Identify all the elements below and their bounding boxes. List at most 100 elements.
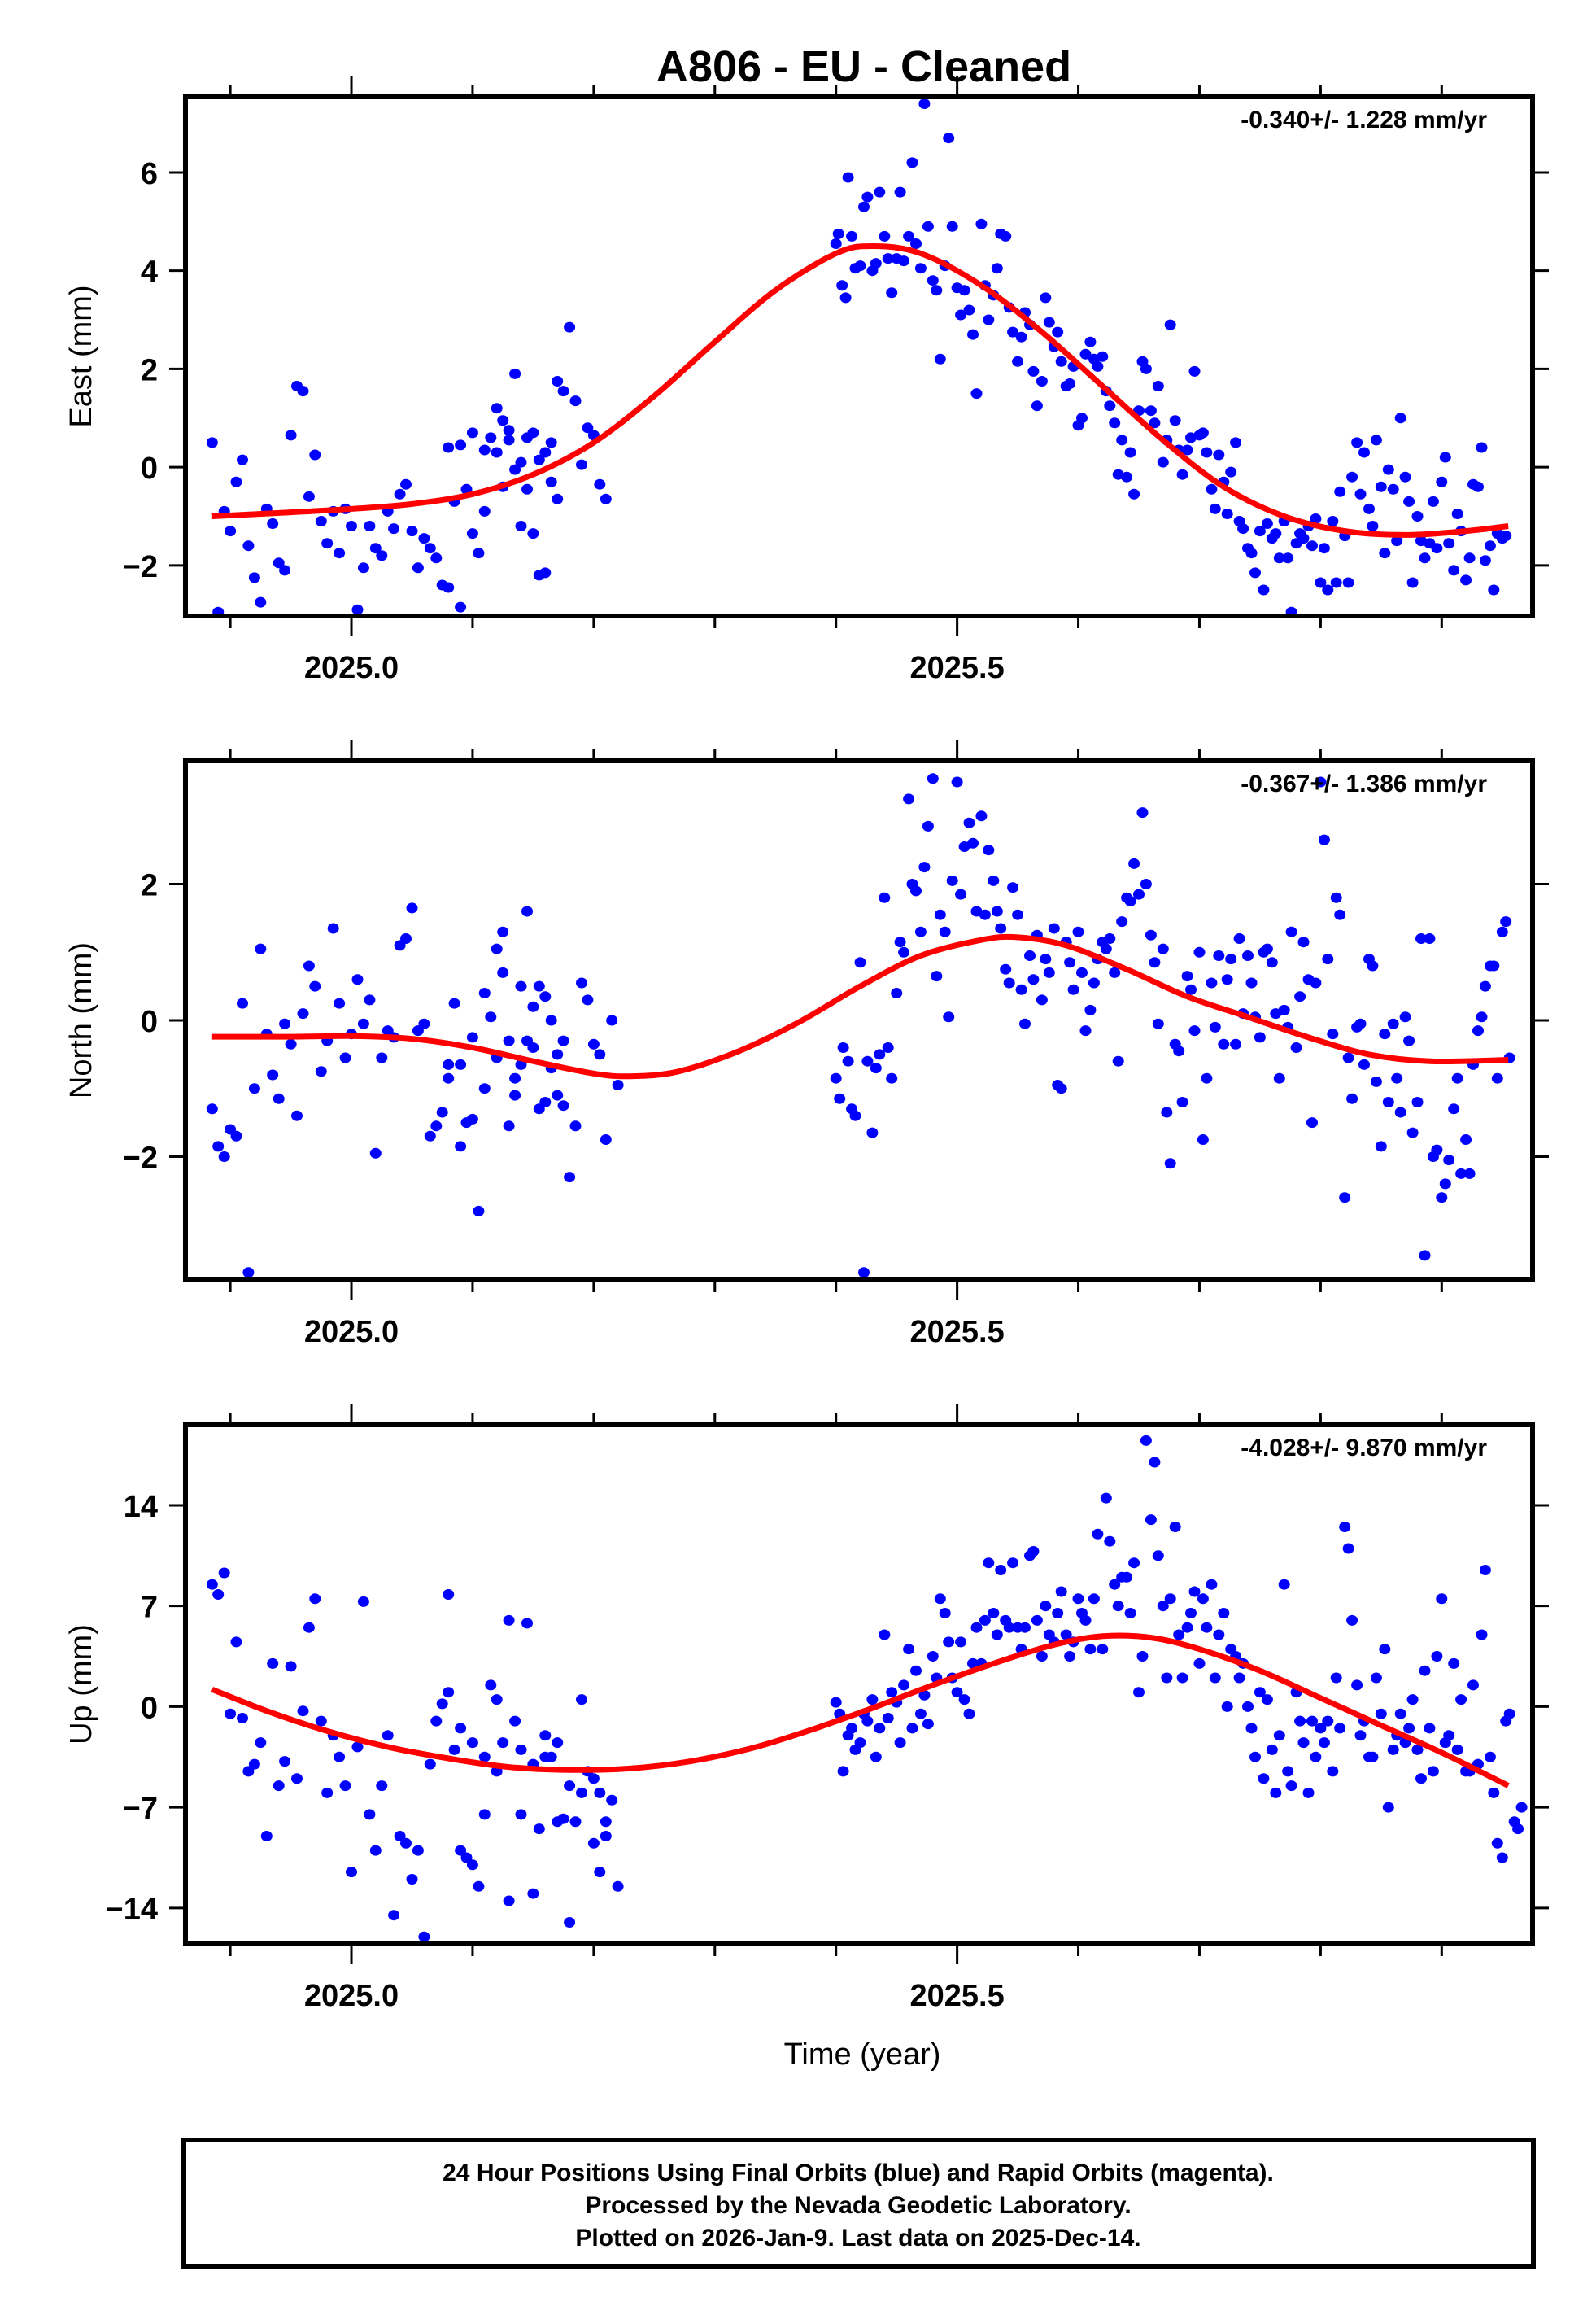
north-data-point [1218, 1038, 1230, 1050]
east-data-point [879, 230, 891, 242]
north-data-point [285, 1038, 297, 1050]
north-data-point [1084, 1004, 1097, 1015]
north-data-point [1145, 929, 1157, 941]
east-data-point [406, 526, 418, 537]
up-data-point [1306, 1715, 1318, 1727]
east-data-point [303, 491, 315, 502]
east-data-point [1007, 326, 1019, 338]
east-data-point [931, 285, 943, 296]
up-data-point [267, 1657, 279, 1669]
north-data-point [946, 875, 958, 886]
east-data-point [1479, 555, 1491, 566]
up-data-point [1382, 1802, 1394, 1813]
up-data-point [1427, 1766, 1439, 1777]
east-data-point [443, 582, 455, 593]
east-data-point [1258, 584, 1270, 596]
up-data-point [1164, 1593, 1176, 1605]
east-data-point [1406, 577, 1419, 588]
north-data-point [291, 1110, 303, 1121]
east-data-point [842, 172, 854, 183]
up-data-point [485, 1679, 497, 1691]
up-data-point [1285, 1780, 1297, 1792]
east-data-point [1181, 444, 1193, 456]
north-data-point [1100, 943, 1112, 954]
north-data-point [497, 926, 509, 937]
up-data-point [418, 1931, 430, 1942]
north-data-point [1394, 1107, 1406, 1118]
up-data-point [866, 1694, 879, 1705]
up-data-point [1209, 1672, 1221, 1684]
north-data-point [886, 1072, 898, 1084]
north-data-point [1019, 1018, 1031, 1029]
north-data-point [1382, 1097, 1394, 1107]
east-data-point [237, 454, 248, 465]
north-data-point [218, 1151, 230, 1162]
north-data-point [1491, 1072, 1503, 1084]
east-data-point [1055, 356, 1067, 367]
up-data-point [564, 1780, 576, 1792]
north-data-point [1124, 896, 1136, 906]
east-data-point [394, 488, 406, 500]
up-data-point [906, 1723, 918, 1734]
north-data-point [834, 1093, 846, 1104]
up-data-point [927, 1651, 939, 1662]
east-data-point [539, 567, 552, 579]
north-data-point [521, 1035, 533, 1046]
up-data-point [1346, 1614, 1358, 1626]
north-data-point [369, 1147, 382, 1159]
east-data-point [854, 260, 866, 272]
east-data-point [946, 221, 958, 232]
up-data-point [1213, 1629, 1225, 1640]
east-data-point [369, 543, 382, 554]
north-data-point [891, 988, 903, 998]
north-data-point [1188, 1025, 1201, 1037]
north-data-point [1185, 984, 1197, 995]
east-data-point [1225, 466, 1237, 478]
up-data-point [1221, 1701, 1233, 1712]
north-data-point [874, 1049, 886, 1060]
up-data-point [1124, 1608, 1136, 1618]
up-data-point [346, 1867, 357, 1878]
east-data-point [1334, 486, 1346, 497]
east-data-point [906, 157, 918, 168]
east-data-point [503, 425, 515, 436]
up-data-point [369, 1845, 382, 1856]
east-data-point [1043, 317, 1055, 328]
up-data-point [273, 1780, 285, 1792]
east-data-point [478, 444, 491, 456]
up-data-point [1443, 1730, 1455, 1741]
north-data-point [903, 793, 915, 805]
north-data-point [521, 906, 533, 917]
up-points [206, 1435, 1528, 1942]
up-data-point [1278, 1579, 1290, 1590]
east-data-point [922, 221, 934, 232]
up-data-point [436, 1698, 448, 1710]
up-data-point [1488, 1787, 1500, 1798]
east-data-point [1363, 503, 1375, 514]
east-data-point [846, 230, 858, 242]
east-data-point [1318, 543, 1330, 554]
up-y-tick-label: −14 [106, 1893, 158, 1927]
east-data-point [927, 275, 939, 286]
east-data-point [545, 437, 557, 448]
east-y-tick-label: 2 [141, 353, 158, 387]
east-data-point [351, 604, 364, 615]
east-data-point [1387, 483, 1399, 495]
north-data-point [1128, 858, 1140, 869]
north-data-point [1500, 916, 1512, 928]
up-data-point [1370, 1672, 1382, 1684]
up-data-point [955, 1636, 967, 1648]
up-data-point [1097, 1644, 1109, 1655]
north-x-tick-label: 2025.0 [304, 1315, 399, 1349]
north-data-point [1245, 977, 1258, 989]
east-data-point [491, 447, 503, 458]
east-data-point [870, 258, 882, 269]
north-data-point [988, 875, 1000, 886]
up-data-point [1406, 1694, 1419, 1705]
north-rate-label: -0.367+/- 1.386 mm/yr [1241, 771, 1487, 797]
east-data-point [466, 427, 478, 439]
up-data-point [1149, 1457, 1161, 1468]
north-data-point [849, 1110, 861, 1121]
east-data-point [858, 201, 870, 212]
up-data-point [894, 1737, 906, 1749]
